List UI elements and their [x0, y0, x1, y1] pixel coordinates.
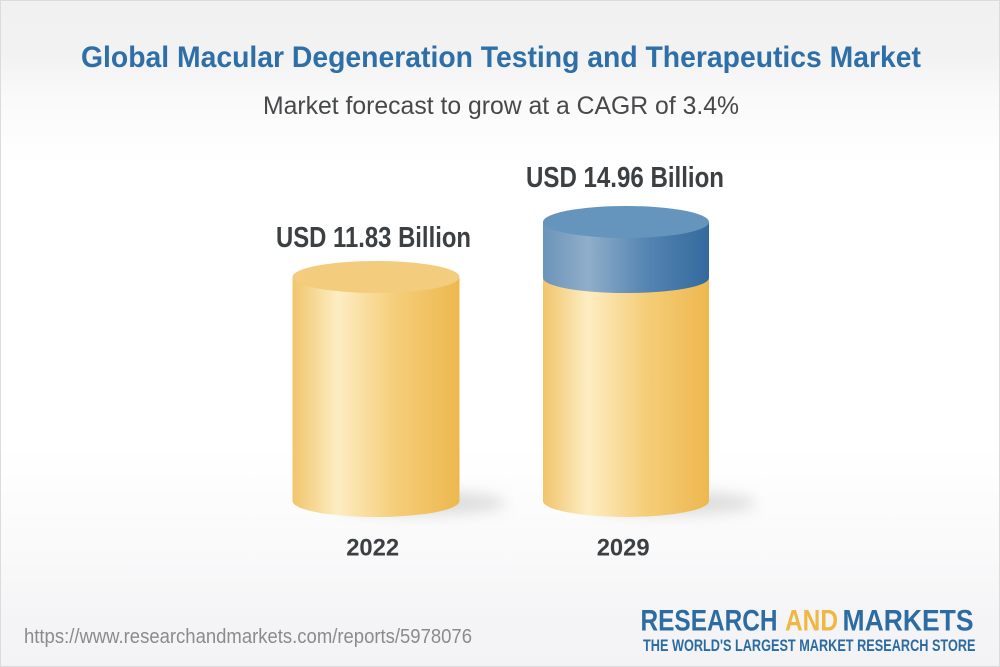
- svg-text:USD 11.83 Billion: USD 11.83 Billion: [276, 222, 471, 254]
- svg-text:2022: 2022: [346, 535, 399, 562]
- svg-text:THE WORLD'S LARGEST MARKET RES: THE WORLD'S LARGEST MARKET RESEARCH STOR…: [643, 637, 976, 655]
- svg-text:MARKETS: MARKETS: [843, 604, 974, 637]
- svg-text:RESEARCH: RESEARCH: [641, 604, 778, 637]
- svg-text:2029: 2029: [597, 535, 650, 562]
- svg-text:Global Macular Degeneration Te: Global Macular Degeneration Testing and …: [81, 41, 921, 74]
- svg-text:Market forecast to grow at a C: Market forecast to grow at a CAGR of 3.4…: [263, 92, 739, 120]
- svg-text:USD 14.96 Billion: USD 14.96 Billion: [526, 162, 724, 194]
- svg-text:https://www.researchandmarkets: https://www.researchandmarkets.com/repor…: [24, 626, 472, 648]
- svg-text:AND: AND: [785, 604, 838, 637]
